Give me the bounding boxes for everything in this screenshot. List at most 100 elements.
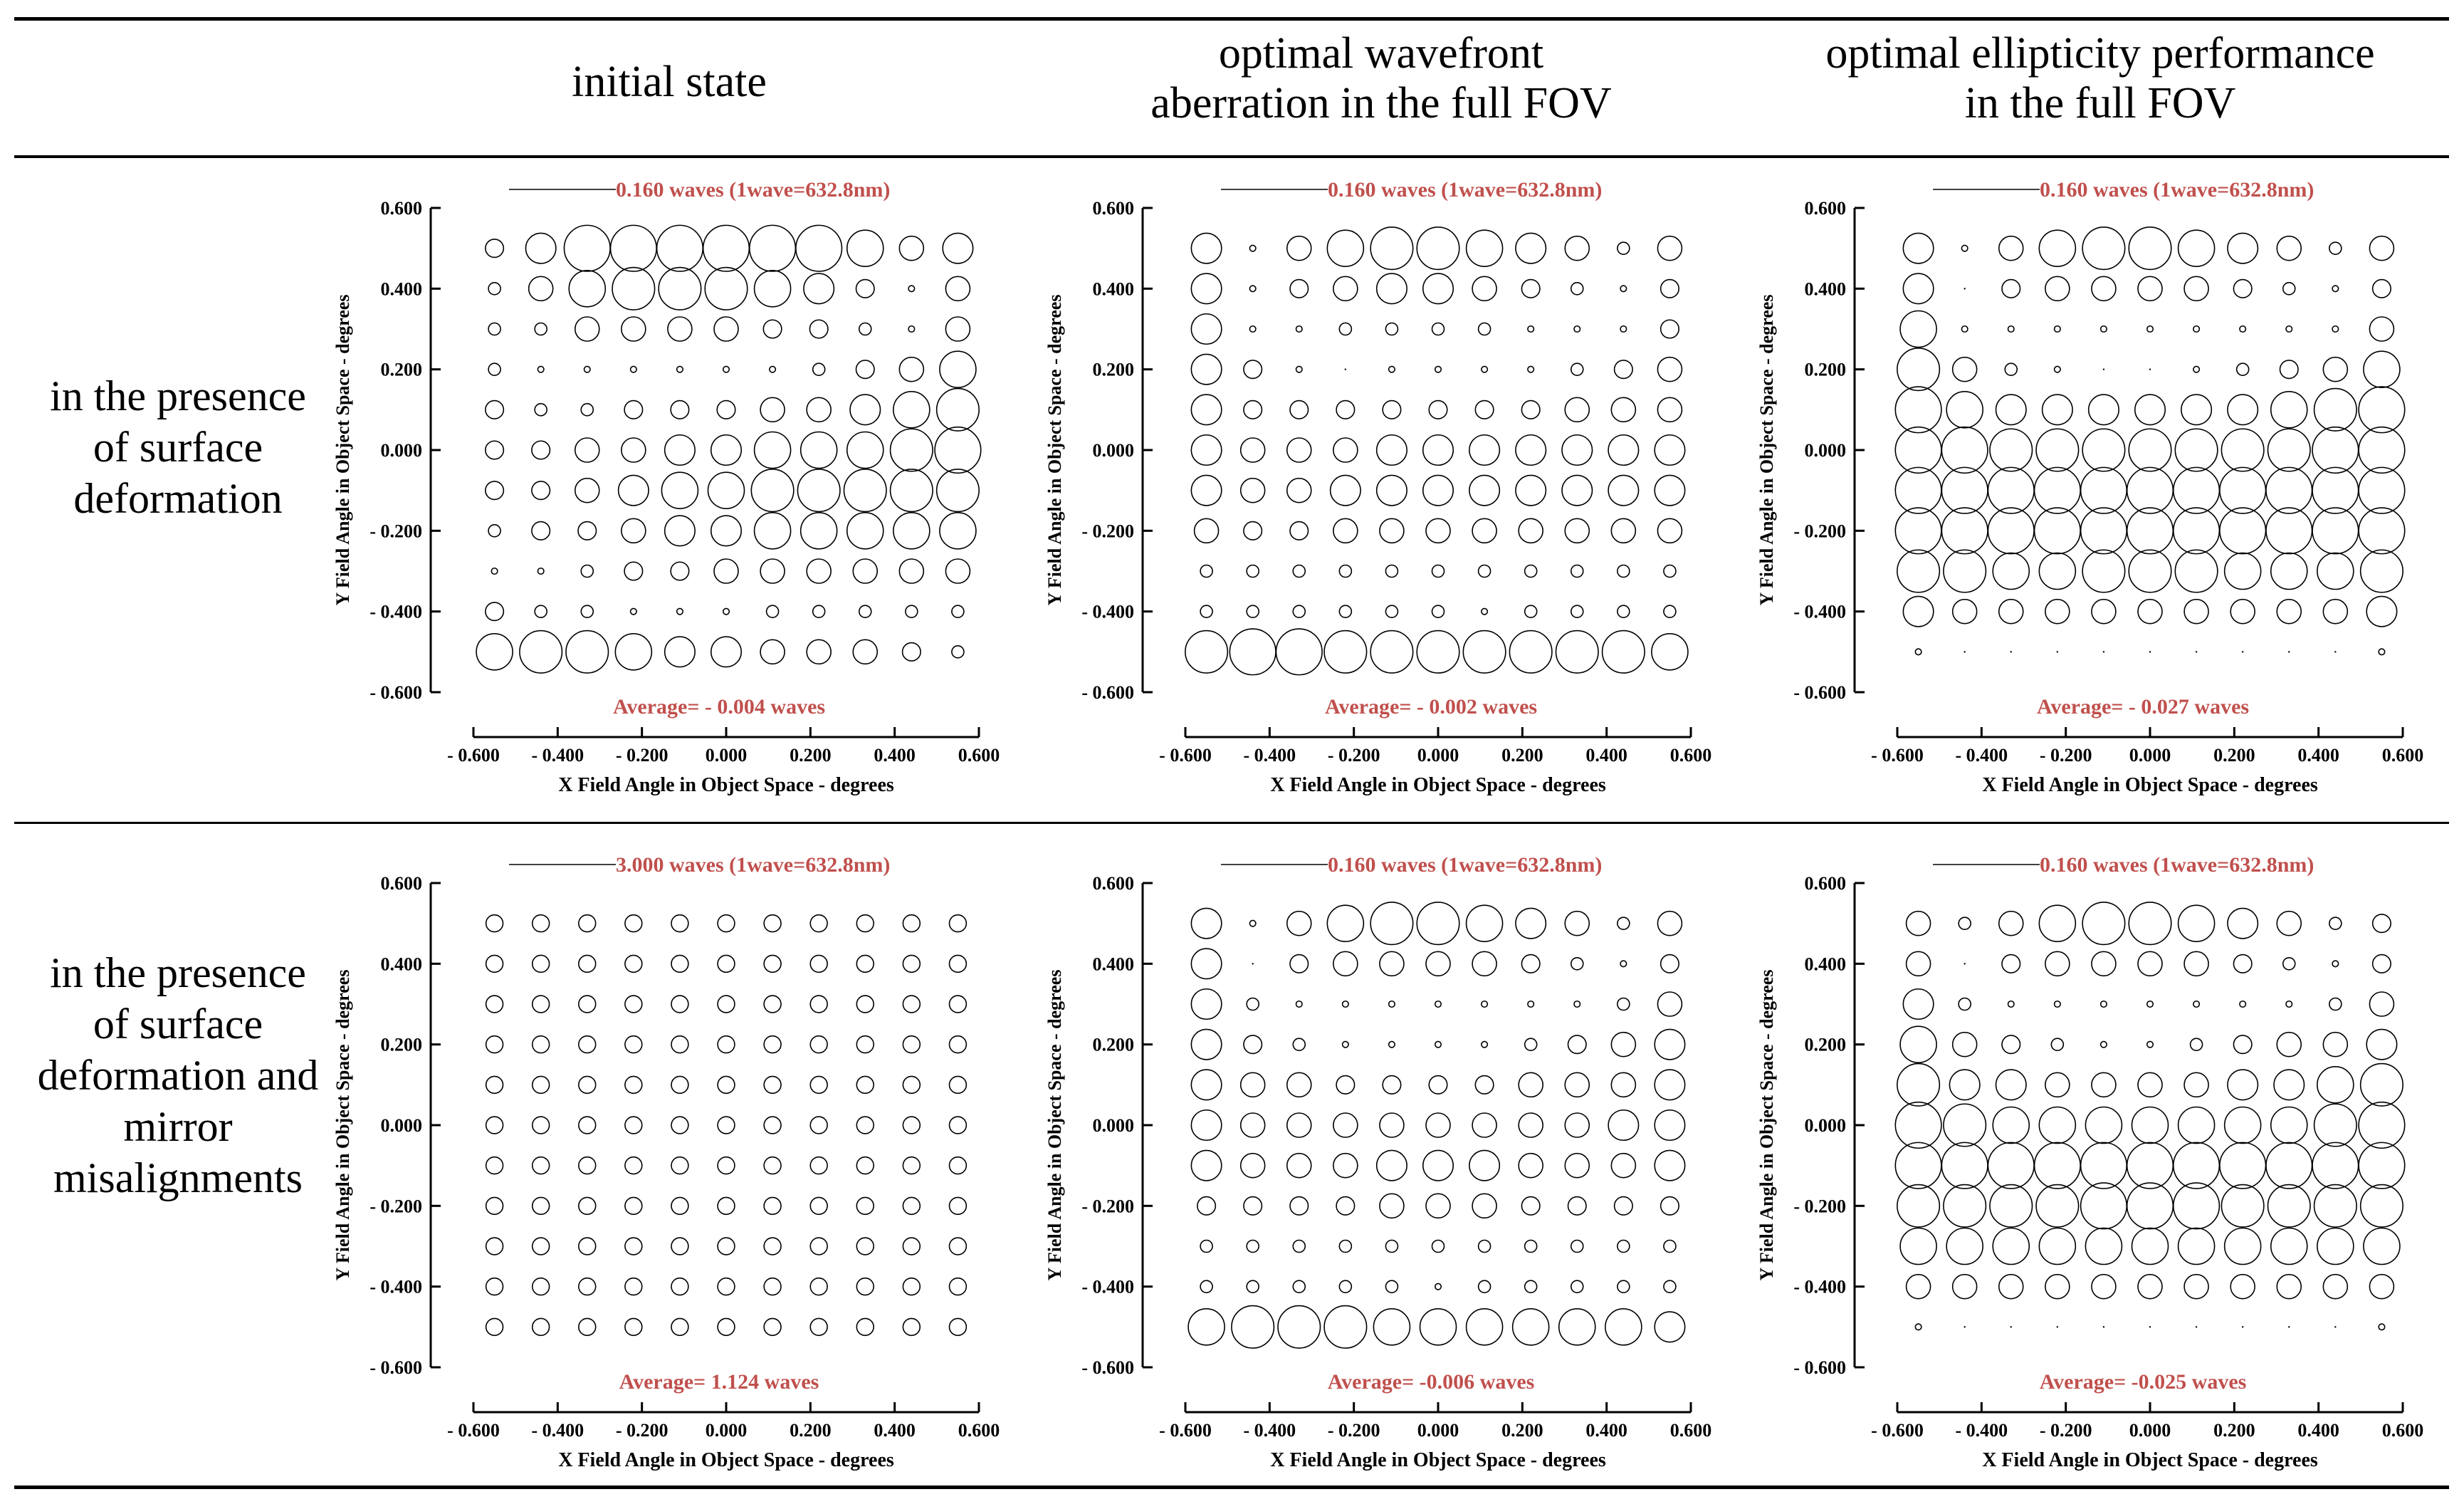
- average-label: Average= -0.006 waves: [1328, 1370, 1535, 1394]
- field-point-circle: [1941, 1142, 1988, 1189]
- field-point-circle: [898, 558, 925, 584]
- field-point-circle: [1610, 1031, 1637, 1058]
- field-point-dot: [2334, 1326, 2337, 1328]
- field-point-circle: [667, 316, 693, 342]
- field-point-circle: [2276, 598, 2302, 625]
- y-axis-title: Y Field Angle in Object Space - degrees: [1756, 295, 1777, 606]
- field-point-circle: [762, 319, 782, 339]
- field-point-circle: [948, 1035, 968, 1054]
- field-point-circle: [1431, 564, 1445, 578]
- field-point-circle: [1663, 564, 1677, 578]
- field-point-circle: [939, 512, 977, 550]
- field-point-circle: [717, 995, 735, 1013]
- field-point-circle: [2177, 904, 2216, 942]
- field-point-circle: [856, 914, 874, 933]
- field-point-circle: [1382, 400, 1402, 419]
- field-point-circle: [1894, 386, 1942, 434]
- field-point-circle: [1608, 474, 1640, 506]
- field-point-circle: [1951, 1031, 1978, 1058]
- x-tick-label: 0.000: [2129, 745, 2171, 766]
- field-point-circle: [902, 1075, 921, 1095]
- field-point-circle: [624, 995, 643, 1013]
- field-point-dot: [2056, 1326, 2059, 1328]
- field-point-circle: [1561, 474, 1593, 506]
- field-point-circle: [948, 1196, 968, 1216]
- field-point-circle: [2091, 1072, 2117, 1098]
- field-point-circle: [902, 1035, 921, 1054]
- y-tick-label: 0.600: [381, 198, 423, 219]
- field-point-circle: [809, 995, 828, 1013]
- field-point-circle: [2366, 1028, 2398, 1060]
- field-point-circle: [624, 561, 644, 581]
- table-top-rule: [14, 17, 2449, 21]
- field-point-circle: [671, 954, 689, 973]
- field-point-circle: [1243, 1196, 1263, 1216]
- field-point-dot: [2195, 1326, 2198, 1328]
- field-point-circle: [1481, 365, 1489, 373]
- field-point-circle: [1379, 1112, 1405, 1138]
- y-tick-label: 0.600: [1805, 198, 1847, 219]
- field-point-circle: [1897, 1184, 1941, 1228]
- field-point-circle: [485, 1277, 504, 1296]
- field-point-circle: [531, 1237, 550, 1255]
- field-point-circle: [1601, 630, 1645, 674]
- field-point-circle: [760, 397, 785, 423]
- field-point-circle: [2267, 428, 2311, 472]
- x-tick-label: 0.400: [2297, 745, 2339, 766]
- y-tick-label: 0.200: [381, 1035, 423, 1055]
- scale-legend-label: 0.160 waves (1wave=632.8nm): [2040, 853, 2314, 877]
- field-point-circle: [2276, 910, 2302, 936]
- field-point-circle: [2227, 394, 2259, 426]
- field-point-circle: [2329, 997, 2342, 1011]
- field-point-circle: [2223, 552, 2262, 590]
- field-point-circle: [1567, 1196, 1587, 1216]
- field-point-circle: [617, 474, 649, 506]
- field-point-circle: [2312, 507, 2359, 555]
- x-tick-label: - 0.400: [1955, 745, 2008, 766]
- field-point-circle: [1277, 1305, 1321, 1349]
- field-point-circle: [769, 365, 777, 373]
- field-point-circle: [2007, 325, 2015, 333]
- field-point-circle: [2045, 1072, 2070, 1098]
- field-point-circle: [1465, 229, 1504, 267]
- field-point-circle: [2146, 325, 2154, 333]
- field-point-circle: [1375, 273, 1407, 305]
- field-point-circle: [2001, 954, 2021, 973]
- x-tick-label: - 0.400: [531, 745, 584, 766]
- field-point-circle: [2267, 1184, 2311, 1228]
- field-point-circle: [717, 1035, 735, 1054]
- field-point-circle: [2369, 1273, 2395, 1300]
- x-tick-label: 0.000: [706, 745, 748, 766]
- field-point-circle: [578, 1075, 597, 1095]
- field-point-circle: [485, 1317, 504, 1337]
- field-point-circle: [2126, 507, 2174, 555]
- field-point-circle: [1527, 365, 1535, 373]
- field-point-circle: [485, 914, 504, 933]
- field-point-circle: [671, 1035, 689, 1054]
- x-tick-label: 0.600: [1670, 1420, 1712, 1441]
- field-point-circle: [1617, 241, 1630, 255]
- field-point-circle: [2371, 914, 2391, 934]
- field-point-circle: [939, 350, 977, 388]
- field-point-circle: [809, 1075, 828, 1095]
- field-point-circle: [1292, 1280, 1306, 1293]
- field-point-circle: [2082, 902, 2126, 946]
- field-point-circle: [935, 469, 980, 513]
- field-point-circle: [531, 914, 550, 933]
- field-point-circle: [713, 558, 739, 584]
- field-point-circle: [2270, 1106, 2308, 1144]
- field-point-circle: [1472, 518, 1497, 544]
- field-point-circle: [2045, 276, 2070, 302]
- field-point-circle: [578, 954, 597, 973]
- row-header-surface-deformation-misalignment: in the presence of surface deformation a…: [37, 949, 319, 1201]
- field-point-circle: [948, 1277, 968, 1296]
- field-point-dot: [2010, 651, 2012, 653]
- y-axis-title: Y Field Angle in Object Space - degrees: [332, 970, 353, 1281]
- field-point-circle: [1943, 1184, 1987, 1228]
- field-point-circle: [2227, 232, 2259, 264]
- field-point-circle: [1286, 1072, 1312, 1098]
- field-point-circle: [1286, 477, 1312, 503]
- field-point-circle: [1657, 910, 1683, 936]
- field-point-circle: [2270, 391, 2308, 429]
- field-point-circle: [763, 1317, 782, 1337]
